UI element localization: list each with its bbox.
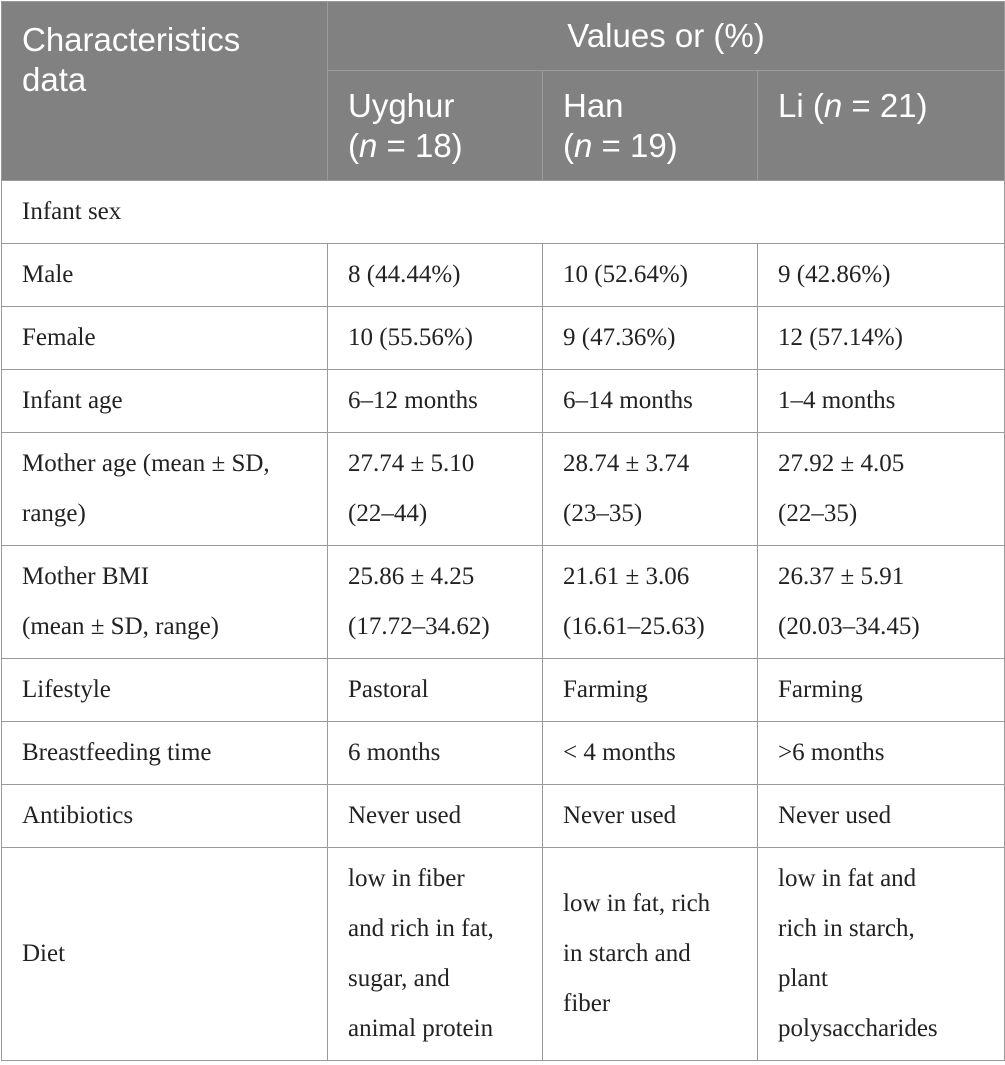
row-label-infant-sex: Infant sex: [1, 180, 1005, 244]
cell-li: 27.92 ± 4.05 (22–35): [757, 432, 1005, 546]
row-label: Mother age (mean ± SD, range): [1, 432, 328, 546]
cell-li: 26.37 ± 5.91 (20.03–34.45): [757, 545, 1005, 659]
cell-han: 21.61 ± 3.06 (16.61–25.63): [542, 545, 758, 659]
table-row: Diet low in fiber and rich in fat, sugar…: [1, 847, 1005, 1061]
group-name: Li: [778, 87, 804, 124]
cell-uyghur: 8 (44.44%): [327, 243, 543, 307]
header-group-li: Li (n = 21): [757, 70, 1005, 181]
row-label: Diet: [1, 847, 328, 1061]
cell-uyghur: 6–12 months: [327, 369, 543, 433]
cell-li: low in fat and rich in starch, plant pol…: [757, 847, 1005, 1061]
cell-uyghur: Pastoral: [327, 658, 543, 722]
header-group-uyghur: Uyghur (n = 18): [327, 70, 543, 181]
cell-han: Farming: [542, 658, 758, 722]
table-row: Lifestyle Pastoral Farming Farming: [1, 658, 1005, 722]
cell-uyghur: 25.86 ± 4.25 (17.72–34.62): [327, 545, 543, 659]
header-characteristics: Characteristics data: [1, 1, 328, 181]
table-row: Infant age 6–12 months 6–14 months 1–4 m…: [1, 369, 1005, 433]
cell-han: 6–14 months: [542, 369, 758, 433]
cell-uyghur: 10 (55.56%): [327, 306, 543, 370]
cell-uyghur: 27.74 ± 5.10 (22–44): [327, 432, 543, 546]
header-group-han: Han (n = 19): [542, 70, 758, 181]
row-label: Male: [1, 243, 328, 307]
cell-li: >6 months: [757, 721, 1005, 785]
cell-li: Farming: [757, 658, 1005, 722]
table-row: Breastfeeding time 6 months < 4 months >…: [1, 721, 1005, 785]
table-row: Male 8 (44.44%) 10 (52.64%) 9 (42.86%): [1, 243, 1005, 307]
cell-uyghur: low in fiber and rich in fat, sugar, and…: [327, 847, 543, 1061]
cell-li: Never used: [757, 784, 1005, 848]
cell-han: < 4 months: [542, 721, 758, 785]
row-label: Female: [1, 306, 328, 370]
table-row: Mother age (mean ± SD, range) 27.74 ± 5.1…: [1, 432, 1005, 546]
row-label: Lifestyle: [1, 658, 328, 722]
row-label: Mother BMI (mean ± SD, range): [1, 545, 328, 659]
cell-uyghur: Never used: [327, 784, 543, 848]
table-row: Antibiotics Never used Never used Never …: [1, 784, 1005, 848]
cell-han: 28.74 ± 3.74 (23–35): [542, 432, 758, 546]
cell-li: 9 (42.86%): [757, 243, 1005, 307]
cell-li: 12 (57.14%): [757, 306, 1005, 370]
group-name: Uyghur: [348, 87, 455, 124]
cell-li: 1–4 months: [757, 369, 1005, 433]
group-name: Han: [563, 87, 624, 124]
table-row: Mother BMI (mean ± SD, range) 25.86 ± 4.2…: [1, 545, 1005, 659]
row-label: Breastfeeding time: [1, 721, 328, 785]
cell-han: Never used: [542, 784, 758, 848]
cell-uyghur: 6 months: [327, 721, 543, 785]
cell-han: 10 (52.64%): [542, 243, 758, 307]
row-label: Infant age: [1, 369, 328, 433]
cell-han: 9 (47.36%): [542, 306, 758, 370]
header-values: Values or (%): [327, 1, 1005, 71]
cell-han: low in fat, rich in starch and fiber: [542, 847, 758, 1061]
row-label: Antibiotics: [1, 784, 328, 848]
table-row: Female 10 (55.56%) 9 (47.36%) 12 (57.14%…: [1, 306, 1005, 370]
table-row: Infant sex: [1, 180, 1005, 244]
